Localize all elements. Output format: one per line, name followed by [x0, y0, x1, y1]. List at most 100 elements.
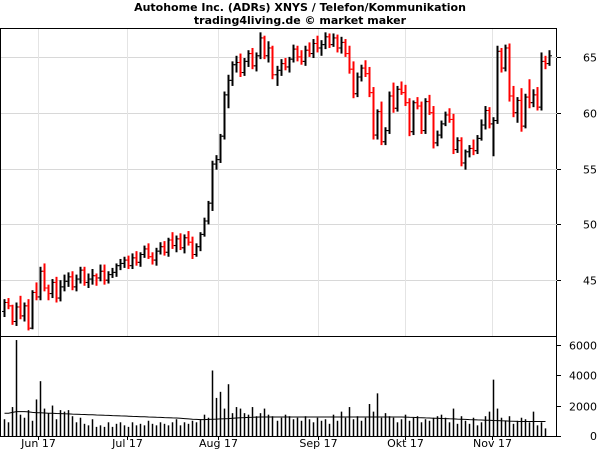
ohlc-bar: [355, 72, 360, 98]
ohlc-bar: [475, 135, 480, 155]
ohlc-bar: [507, 43, 512, 102]
ohlc-bar: [82, 266, 87, 286]
ohlc-bar: [186, 231, 191, 246]
ohlc-bar: [311, 39, 316, 59]
ohlc-bar: [283, 58, 288, 71]
ohlc-bar: [154, 247, 159, 266]
ohlc-bar: [363, 60, 368, 78]
ohlc-bar: [275, 65, 280, 86]
ohlc-bar: [279, 59, 284, 76]
ohlc-bar: [166, 237, 171, 257]
ohlc-bar: [491, 117, 496, 157]
ohlc-bar: [202, 217, 207, 237]
ohlc-bar: [427, 94, 432, 115]
ohlc-bar: [242, 58, 247, 76]
ohlc-bar: [174, 235, 179, 253]
ohlc-bar: [150, 252, 155, 265]
ohlc-bar: [62, 274, 67, 292]
ohlc-bar: [102, 264, 107, 285]
ohlc-bar: [58, 280, 63, 302]
ohlc-bar: [395, 85, 400, 112]
volume-panel-frame: [0, 336, 557, 437]
ohlc-bar: [266, 41, 271, 63]
ohlc-bar: [339, 36, 344, 54]
volume-tick-label: 2000: [569, 401, 597, 414]
ohlc-bar: [351, 61, 356, 99]
ohlc-bar: [431, 106, 436, 149]
ohlc-bar: [331, 33, 336, 47]
ohlc-bar: [519, 88, 524, 132]
ohlc-bar: [527, 79, 532, 109]
volume-tick-label: 6000: [569, 340, 597, 353]
ohlc-bar: [26, 299, 31, 331]
ohlc-bar: [387, 91, 392, 134]
volume-tick-label: 0: [590, 430, 597, 443]
ohlc-bar: [66, 272, 71, 287]
ohlc-bar: [411, 100, 416, 136]
ohlc-bar: [122, 256, 127, 268]
ohlc-bar: [142, 245, 147, 258]
ohlc-bar: [523, 93, 528, 129]
ohlc-bar: [455, 137, 460, 153]
month-label: Nov 17: [473, 437, 512, 450]
volume-tick-label: 4000: [569, 370, 597, 383]
ohlc-bar: [303, 45, 308, 66]
price-tick-label: 65: [583, 52, 597, 65]
ohlc-bar: [379, 101, 384, 146]
ohlc-bar: [194, 243, 199, 257]
ohlc-bar: [206, 200, 211, 225]
ohlc-bar: [50, 279, 55, 299]
ohlc-bar: [439, 120, 444, 139]
ohlc-bar: [110, 267, 115, 278]
ohlc-bar: [315, 35, 320, 53]
ohlc-bar: [254, 52, 259, 72]
ohlc-bar: [343, 39, 348, 57]
ohlc-bar: [503, 44, 508, 72]
ohlc-bar: [190, 236, 195, 259]
ohlc-bar: [226, 74, 231, 109]
ohlc-bar: [234, 55, 239, 73]
ohlc-bar: [463, 149, 468, 170]
volume-bars: [3, 340, 547, 436]
ohlc-bar: [471, 139, 476, 156]
ohlc-bar: [22, 302, 27, 322]
ohlc-bar: [162, 241, 167, 256]
ohlc-bar: [327, 33, 332, 48]
ohlc-bar: [415, 97, 420, 110]
ohlc-bar: [134, 251, 139, 266]
ohlc-bar: [246, 50, 251, 67]
ohlc-bar: [479, 119, 484, 141]
ohlc-bar: [198, 232, 203, 252]
month-label: Jul 17: [111, 437, 143, 450]
chart-subtitle: trading4living.de © market maker: [193, 14, 407, 27]
ohlc-bar: [130, 253, 135, 270]
ohlc-bar: [98, 264, 103, 282]
ohlc-bar: [335, 34, 340, 53]
ohlc-bar: [106, 271, 111, 284]
ohlc-bar: [291, 44, 296, 63]
price-tick-label: 50: [583, 219, 597, 232]
ohlc-bar: [295, 45, 300, 62]
ohlc-bar: [118, 258, 123, 271]
price-axis: 45 50 55 60 65: [557, 52, 597, 288]
ohlc-bar: [451, 113, 456, 155]
ohlc-bar: [435, 130, 440, 147]
ohlc-bar: [14, 302, 19, 326]
ohlc-bar: [467, 145, 472, 158]
ohlc-bar: [459, 137, 464, 167]
ohlc-bar: [359, 64, 364, 82]
volume-average-line: [4, 411, 546, 422]
ohlc-bars: [2, 32, 552, 331]
month-label: Aug 17: [199, 437, 238, 450]
ohlc-bar: [487, 107, 492, 129]
ohlc-bar: [419, 101, 424, 134]
ohlc-bar: [515, 97, 520, 123]
ohlc-bar: [6, 298, 11, 310]
ohlc-bar: [383, 127, 388, 146]
price-tick-label: 55: [583, 164, 597, 177]
ohlc-bar: [74, 274, 79, 292]
ohlc-bar: [319, 40, 324, 56]
ohlc-bar: [270, 45, 275, 80]
ohlc-bar: [158, 242, 163, 255]
